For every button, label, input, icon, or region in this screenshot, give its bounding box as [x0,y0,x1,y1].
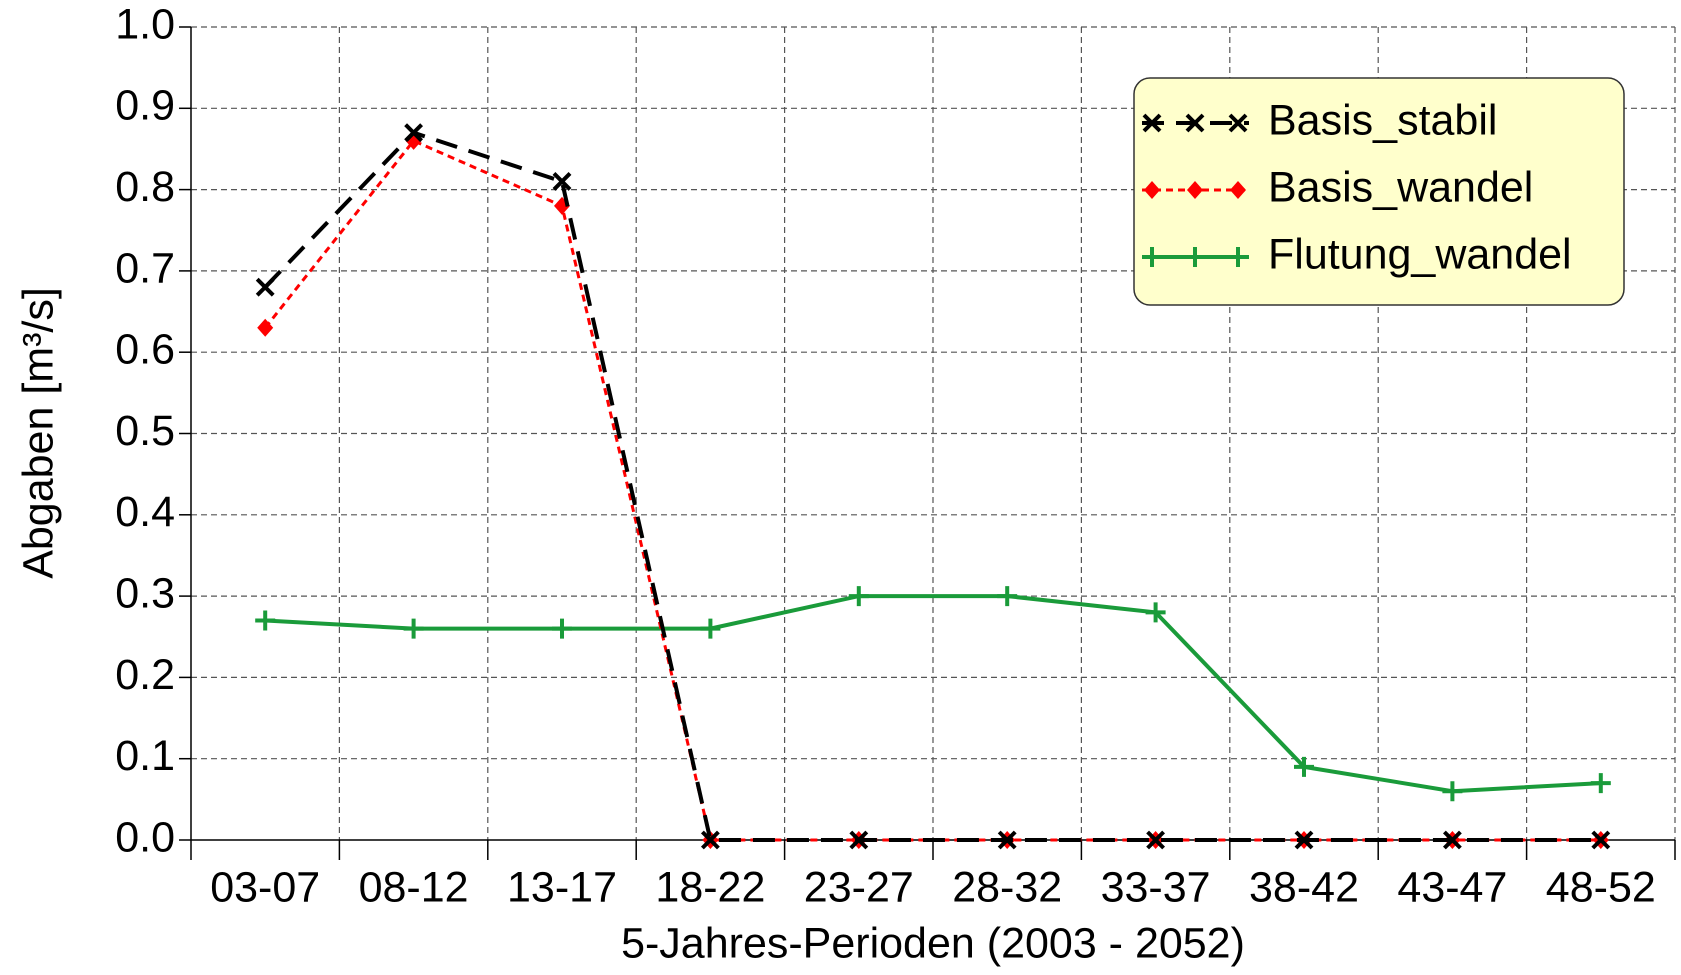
marker [1294,756,1314,777]
marker [1591,830,1611,850]
y-tick-label: 0.4 [115,488,175,536]
marker [1590,773,1611,794]
x-tick-label: 18-22 [655,863,765,911]
legend-label: Flutung_wandel [1268,230,1572,278]
y-tick-label: 0.1 [115,732,175,780]
marker [255,610,276,631]
legend-label: Basis_wandel [1268,163,1533,211]
marker [403,618,424,639]
marker [1146,830,1166,850]
y-tick-label: 0.0 [115,813,175,861]
y-tick-label: 0.2 [115,651,175,699]
marker [1442,830,1462,850]
marker [997,830,1017,850]
y-tick-label: 0.7 [115,244,175,292]
marker [1294,830,1314,850]
x-tick-label: 38-42 [1249,863,1359,911]
marker [1442,781,1463,802]
x-tick-label: 13-17 [507,863,617,911]
y-tick-label: 1.0 [115,0,175,48]
marker [257,318,274,337]
marker [255,277,275,297]
marker [1144,181,1160,199]
y-tick-label: 0.6 [115,326,175,374]
x-tick-label: 23-27 [804,863,914,911]
marker [997,586,1018,607]
marker [552,618,572,639]
marker [1185,247,1205,267]
marker [1230,181,1246,199]
x-tick-label: 43-47 [1397,863,1507,911]
marker [700,618,721,639]
x-tick-label: 03-07 [210,863,320,911]
marker [700,830,720,850]
marker [1187,181,1203,199]
y-tick-label: 0.3 [115,569,175,617]
x-tick-label: 48-52 [1546,863,1656,911]
x-axis-label: 5-Jahres-Perioden (2003 - 2052) [621,919,1245,967]
marker [552,172,572,191]
marker [404,123,424,143]
marker [1142,113,1162,133]
legend: Basis_stabil Basis_wandel Flutung_wandel [1133,77,1625,306]
series-line [263,130,1601,842]
y-tick-label: 0.5 [115,407,175,455]
marker [849,830,869,850]
y-axis-label: Abgaben [m³/s] [14,287,62,579]
marker [1228,113,1248,133]
marker [1185,113,1205,133]
legend-label: Basis_stabil [1268,96,1497,144]
series-line [265,594,1601,794]
marker [848,586,869,607]
x-tick-label: 08-12 [359,863,469,911]
marker [1145,602,1166,623]
x-tick-label: 33-37 [1101,863,1211,911]
y-tick-label: 0.8 [115,163,175,211]
x-tick-label: 28-32 [952,863,1062,911]
marker [1142,247,1162,267]
marker [1228,247,1248,267]
legend-box [1133,77,1625,306]
y-tick-label: 0.9 [115,82,175,130]
